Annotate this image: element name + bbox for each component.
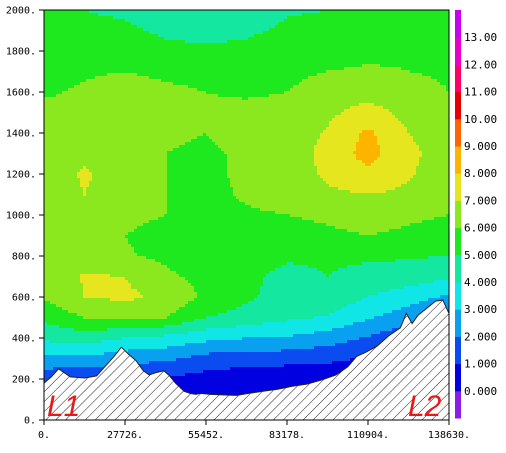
x-tick-label: 27726. [107, 430, 143, 441]
colorbar-swatch [455, 173, 461, 201]
y-axis: 0. 200. 400. 600. 800. 1000. 1200. 1400. 1600. 18… [6, 6, 44, 427]
terrain-mask [44, 299, 449, 420]
colorbar-swatch [455, 309, 461, 337]
y-tick-label: 1600. [6, 88, 36, 99]
colorbar-label: 7.000 [464, 194, 497, 207]
colorbar-swatch [455, 363, 461, 392]
colorbar-swatch [455, 254, 461, 283]
colorbar-label: 13.00 [464, 31, 497, 44]
y-tick-label: 1800. [6, 47, 36, 58]
y-tick-label: 1400. [6, 129, 36, 140]
y-tick-label: 600. [12, 293, 36, 304]
colorbar-swatch [455, 146, 461, 174]
colorbar-label: 10.00 [464, 113, 497, 126]
annotation-l2: L2 [408, 390, 442, 423]
colorbar-swatch [455, 282, 461, 310]
colorbar-swatch [455, 200, 461, 229]
y-tick-label: 1200. [6, 170, 36, 181]
colorbar-label: 3.000 [464, 303, 497, 316]
colorbar-label: 5.000 [464, 249, 497, 262]
colorbar-label: 2.000 [464, 330, 497, 343]
annotation-l1: L1 [47, 390, 80, 423]
colorbar-swatch [455, 336, 461, 365]
y-tick-label: 0. [24, 416, 36, 427]
colorbar-swatch [455, 390, 461, 419]
colorbar-swatch [455, 227, 461, 256]
x-tick-label: 0. [38, 430, 50, 441]
x-axis: 0. 27726. 55452. 83178. 110904. 138630. [38, 420, 470, 441]
x-tick-label: 55452. [188, 430, 224, 441]
colorbar-label: 4.000 [464, 276, 497, 289]
colorbar-swatch [455, 118, 461, 147]
y-tick-label: 1000. [6, 211, 36, 222]
x-tick-label: 83178. [269, 430, 305, 441]
colorbar-label: 11.00 [464, 86, 497, 99]
colorbar-label: 8.000 [464, 167, 497, 180]
colorbar-swatch [455, 10, 461, 38]
colorbar-label: 6.000 [464, 222, 497, 235]
y-tick-label: 800. [12, 252, 36, 263]
colorbar-swatch [455, 37, 461, 65]
y-tick-label: 400. [12, 334, 36, 345]
contour-field [44, 10, 449, 420]
colorbar-label: 1.000 [464, 358, 497, 371]
colorbar-label: 0.000 [464, 385, 497, 398]
colorbar-swatch [455, 91, 461, 120]
x-tick-label: 110904. [347, 430, 389, 441]
colorbar-label: 9.000 [464, 140, 497, 153]
y-tick-label: 2000. [6, 6, 36, 17]
colorbar: 0.000 1.000 2.000 3.000 4.000 5.000 6.000 7.000… [455, 10, 497, 419]
x-tick-label: 138630. [428, 430, 470, 441]
colorbar-swatch [455, 64, 461, 93]
colorbar-label: 12.00 [464, 58, 497, 71]
y-tick-label: 200. [12, 375, 36, 386]
